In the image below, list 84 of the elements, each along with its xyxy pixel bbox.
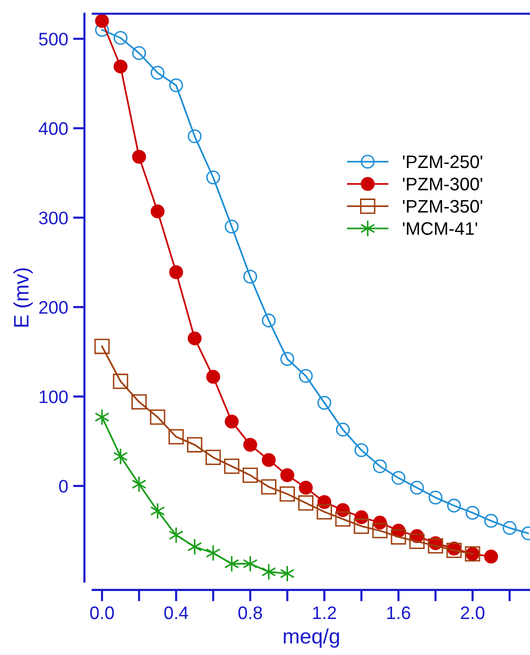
point — [224, 458, 240, 474]
point — [502, 521, 517, 535]
point — [94, 408, 110, 426]
point — [187, 437, 202, 452]
point — [317, 396, 332, 410]
point — [169, 265, 184, 280]
point — [131, 394, 147, 410]
point — [390, 529, 406, 545]
point — [243, 438, 258, 452]
point — [372, 523, 388, 538]
point — [484, 550, 498, 564]
y-tick-label: 200 — [39, 301, 68, 314]
point — [280, 468, 294, 482]
x-tick-label: 0.0 — [90, 606, 114, 620]
y-tick-label: 100 — [40, 390, 68, 404]
y-axis-title: E (mv) — [13, 268, 33, 327]
point — [280, 565, 295, 582]
point — [206, 450, 221, 465]
point — [114, 30, 128, 45]
point — [298, 495, 314, 511]
legend-label: 'PZM-250' — [402, 155, 482, 168]
point — [242, 555, 258, 572]
point — [446, 542, 462, 558]
y-tick-label: 400 — [38, 122, 68, 135]
point — [392, 470, 406, 485]
point — [132, 46, 146, 60]
point — [187, 538, 202, 556]
point — [428, 490, 442, 505]
point — [168, 526, 184, 544]
point — [132, 150, 146, 164]
point — [280, 486, 295, 502]
point — [447, 498, 461, 513]
point — [298, 369, 313, 383]
point — [206, 544, 221, 562]
point — [95, 14, 109, 28]
x-tick-label: 2.0 — [460, 606, 484, 620]
point — [112, 374, 128, 389]
x-tick-label: 1.6 — [387, 606, 410, 620]
point — [316, 504, 332, 520]
y-tick-label: 500 — [39, 32, 68, 46]
point — [206, 170, 220, 184]
point — [150, 409, 166, 425]
point — [262, 314, 276, 328]
point — [224, 220, 239, 234]
point — [150, 502, 165, 520]
point — [335, 511, 351, 527]
point — [206, 370, 220, 384]
point — [428, 538, 444, 554]
point — [242, 468, 258, 483]
y-tick-label: 300 — [39, 212, 68, 224]
point — [188, 129, 202, 144]
point — [94, 338, 110, 354]
point — [261, 479, 276, 494]
point — [410, 480, 424, 495]
point — [261, 563, 276, 580]
point — [188, 331, 202, 346]
x-tick-label: 0.8 — [238, 606, 262, 620]
point — [262, 453, 276, 467]
point — [224, 414, 239, 429]
point — [224, 555, 240, 572]
point — [466, 506, 480, 520]
point — [484, 514, 498, 528]
point — [298, 480, 313, 495]
point — [280, 352, 294, 366]
point — [168, 429, 184, 444]
point — [132, 476, 146, 493]
legend-label: 'MCM-41' — [402, 222, 478, 235]
point — [372, 459, 387, 474]
point — [409, 534, 425, 550]
point — [150, 66, 165, 80]
point — [243, 270, 258, 284]
point — [354, 518, 370, 534]
legend-label: 'PZM-300' — [402, 178, 482, 190]
x-tick-label: 1.2 — [313, 606, 336, 620]
x-tick-label: 0.4 — [164, 606, 188, 620]
point — [150, 204, 165, 218]
y-tick-label: 0 — [59, 480, 68, 493]
x-axis-title: meq/g — [284, 628, 339, 648]
point — [354, 443, 368, 458]
point — [113, 448, 128, 465]
point — [336, 422, 350, 437]
point — [169, 78, 184, 92]
legend-label: 'PZM-350' — [402, 200, 482, 213]
point — [114, 60, 128, 74]
